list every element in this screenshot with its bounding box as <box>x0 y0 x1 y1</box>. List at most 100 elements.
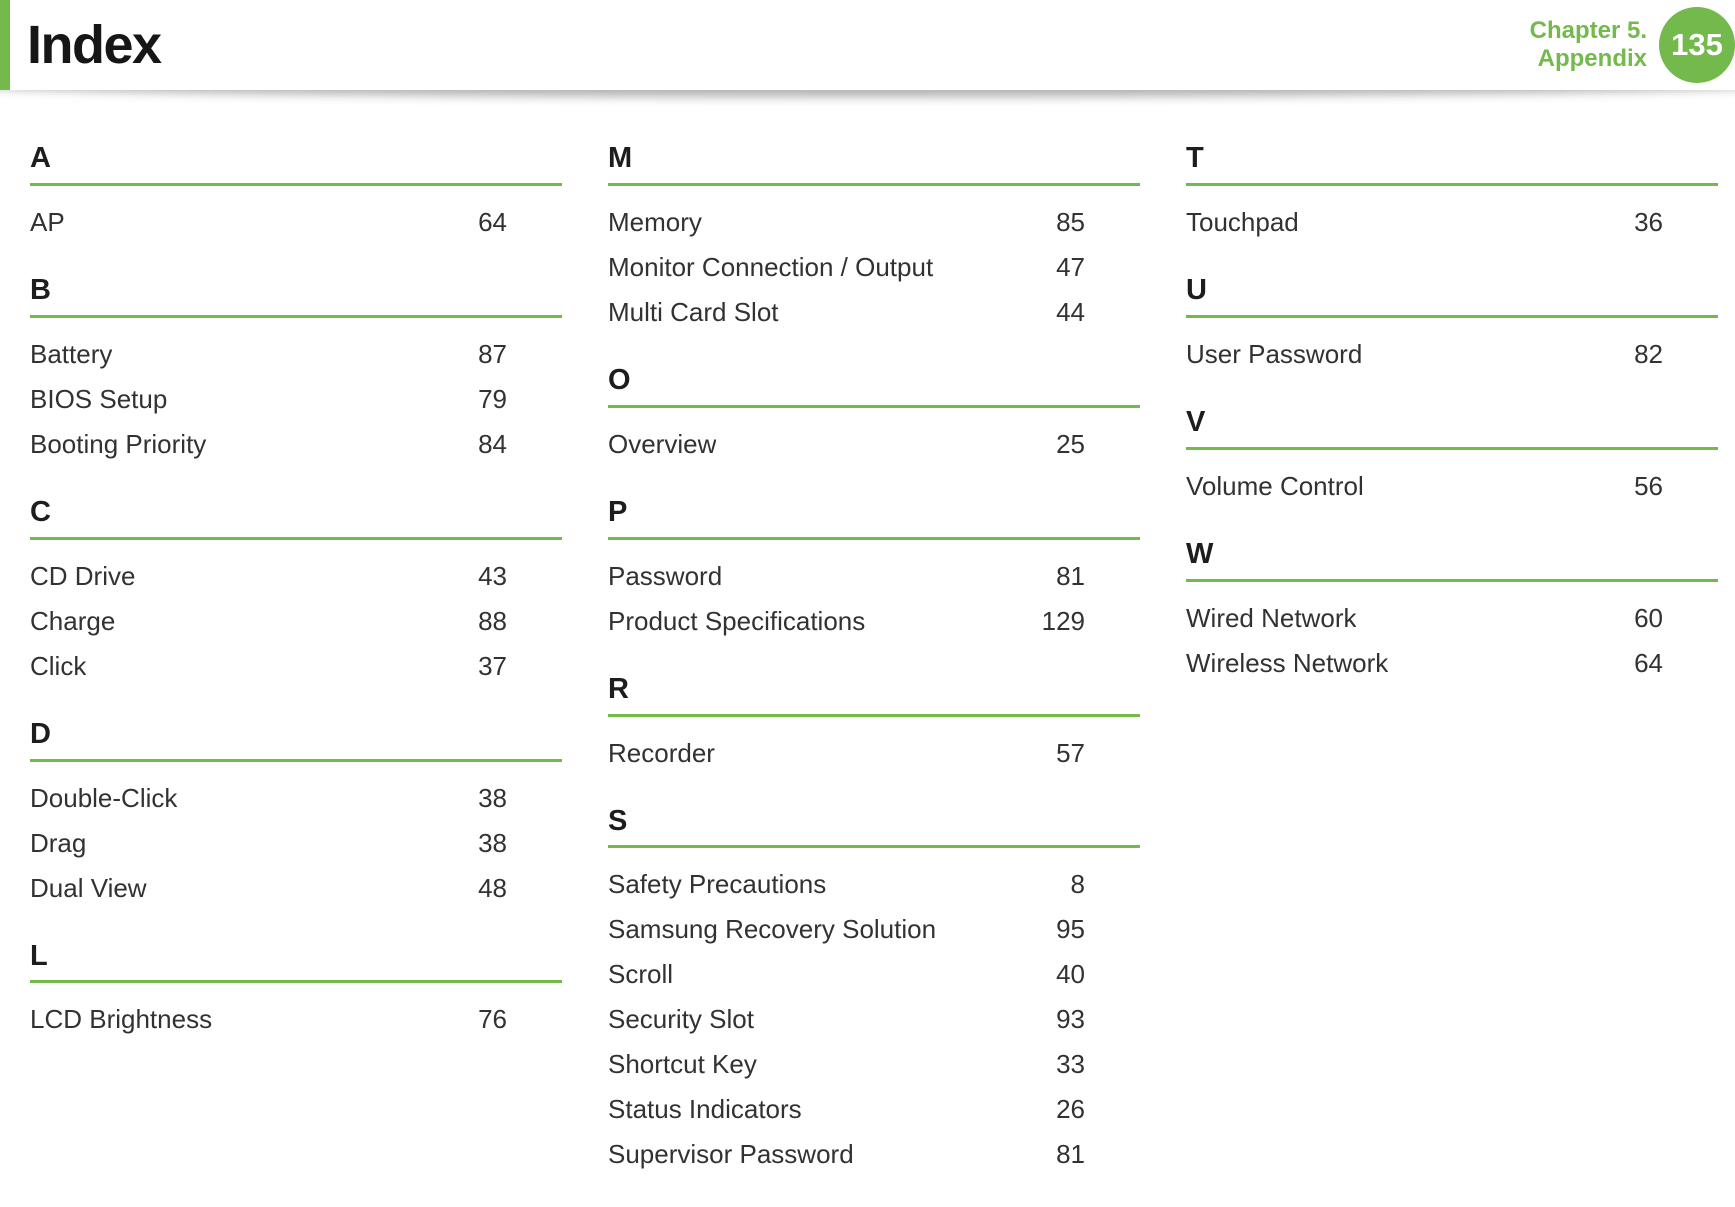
chapter-info: Chapter 5. Appendix <box>1530 17 1647 73</box>
entry-term: Touchpad <box>1186 206 1299 237</box>
page-header: Index Chapter 5. Appendix 135 <box>0 0 1735 90</box>
entry-page: 44 <box>1056 296 1085 327</box>
header-accent-bar <box>0 0 10 90</box>
index-entry: CD Drive 43 <box>30 554 562 599</box>
index-entry: Scroll 40 <box>608 952 1140 997</box>
page-number-badge: 135 <box>1659 7 1735 83</box>
section-letter: T <box>1186 142 1718 186</box>
section-letter: P <box>608 496 1140 540</box>
entry-page: 82 <box>1634 338 1663 369</box>
index-section: B Battery 87 BIOS Setup 79 Booting Priority 84 <box>30 274 562 467</box>
entry-page: 81 <box>1056 560 1085 591</box>
entry-term: Click <box>30 650 87 681</box>
entry-term: Memory <box>608 206 702 237</box>
section-letter: W <box>1186 538 1718 582</box>
section-letter: S <box>608 805 1140 849</box>
entry-page: 84 <box>478 428 507 459</box>
chapter-line-2: Appendix <box>1537 45 1647 72</box>
entry-term: Status Indicators <box>608 1094 802 1125</box>
index-entry: Battery 87 <box>30 332 562 377</box>
entry-page: 33 <box>1056 1049 1085 1080</box>
index-entry: Wired Network 60 <box>1186 596 1718 641</box>
index-entry: Charge 88 <box>30 599 562 644</box>
section-letter: R <box>608 673 1140 717</box>
index-entry: Overview 25 <box>608 422 1140 467</box>
index-entry: Safety Precautions 8 <box>608 862 1140 907</box>
entry-term: Recorder <box>608 737 715 768</box>
section-letter: B <box>30 274 562 318</box>
chapter-line-1: Chapter 5. <box>1529 17 1647 44</box>
entry-term: CD Drive <box>30 560 136 591</box>
page-title: Index <box>27 15 162 75</box>
entry-term: Samsung Recovery Solution <box>608 914 937 945</box>
section-letter: D <box>30 718 562 762</box>
entry-page: 43 <box>478 560 507 591</box>
entry-page: 85 <box>1056 206 1085 237</box>
index-section: L LCD Brightness 76 <box>30 940 562 1043</box>
entry-page: 47 <box>1056 251 1085 282</box>
index-entry: Volume Control 56 <box>1186 464 1718 509</box>
entry-page: 79 <box>478 383 507 414</box>
entry-page: 48 <box>478 872 507 903</box>
entry-page: 88 <box>478 605 507 636</box>
entry-page: 60 <box>1634 602 1663 633</box>
entry-page: 95 <box>1056 914 1085 945</box>
index-section: U User Password 82 <box>1186 274 1718 377</box>
entry-page: 64 <box>478 206 507 237</box>
entry-term: Security Slot <box>608 1004 754 1035</box>
entry-term: Monitor Connection / Output <box>608 251 934 282</box>
index-section: V Volume Control 56 <box>1186 406 1718 509</box>
index-entry: Double-Click 38 <box>30 776 562 821</box>
index-entry: Booting Priority 84 <box>30 422 562 467</box>
index-columns: A AP 64 B Battery 87 BIOS Setup 79 Booting Prior… <box>0 106 1735 1207</box>
index-entry: Touchpad 36 <box>1186 200 1718 245</box>
entry-term: Supervisor Password <box>608 1139 854 1170</box>
index-entry: Monitor Connection / Output 47 <box>608 245 1140 290</box>
entry-page: 87 <box>478 338 507 369</box>
index-entry: Supervisor Password 81 <box>608 1132 1140 1177</box>
entry-term: Drag <box>30 827 87 858</box>
entry-term: Charge <box>30 605 116 636</box>
index-section: C CD Drive 43 Charge 88 Click 37 <box>30 496 562 689</box>
entry-page: 36 <box>1634 206 1663 237</box>
section-letter: C <box>30 496 562 540</box>
entry-term: Product Specifications <box>608 605 866 636</box>
entry-page: 129 <box>1041 605 1085 636</box>
entry-term: Booting Priority <box>30 428 207 459</box>
index-section: W Wired Network 60 Wireless Network 64 <box>1186 538 1718 686</box>
index-section: D Double-Click 38 Drag 38 Dual View 48 <box>30 718 562 911</box>
entry-page: 8 <box>1070 869 1085 900</box>
index-section: T Touchpad 36 <box>1186 142 1718 245</box>
entry-term: Battery <box>30 338 113 369</box>
entry-page: 57 <box>1056 737 1085 768</box>
entry-term: AP <box>30 206 65 237</box>
index-column: T Touchpad 36 U User Password 82 V Volume Contr… <box>1186 142 1718 1207</box>
entry-page: 38 <box>478 827 507 858</box>
index-section: R Recorder 57 <box>608 673 1140 776</box>
entry-term: BIOS Setup <box>30 383 168 414</box>
entry-term: LCD Brightness <box>30 1004 213 1035</box>
index-entry: Multi Card Slot 44 <box>608 290 1140 335</box>
index-section: O Overview 25 <box>608 364 1140 467</box>
entry-term: Safety Precautions <box>608 869 827 900</box>
entry-page: 64 <box>1634 647 1663 678</box>
index-entry: Shortcut Key 33 <box>608 1042 1140 1087</box>
index-column: M Memory 85 Monitor Connection / Output 47 Mu… <box>608 142 1140 1207</box>
entry-term: Volume Control <box>1186 470 1364 501</box>
entry-page: 76 <box>478 1004 507 1035</box>
index-entry: Dual View 48 <box>30 866 562 911</box>
header-right: Chapter 5. Appendix 135 <box>1530 7 1735 83</box>
index-entry: Product Specifications 129 <box>608 599 1140 644</box>
entry-page: 26 <box>1056 1094 1085 1125</box>
index-entry: Drag 38 <box>30 821 562 866</box>
entry-page: 81 <box>1056 1139 1085 1170</box>
index-section: A AP 64 <box>30 142 562 245</box>
entry-term: Wired Network <box>1186 602 1357 633</box>
entry-page: 56 <box>1634 470 1663 501</box>
index-entry: Click 37 <box>30 644 562 689</box>
index-entry: Recorder 57 <box>608 731 1140 776</box>
section-letter: M <box>608 142 1140 186</box>
index-entry: LCD Brightness 76 <box>30 997 562 1042</box>
section-letter: O <box>608 364 1140 408</box>
entry-term: Double-Click <box>30 782 178 813</box>
